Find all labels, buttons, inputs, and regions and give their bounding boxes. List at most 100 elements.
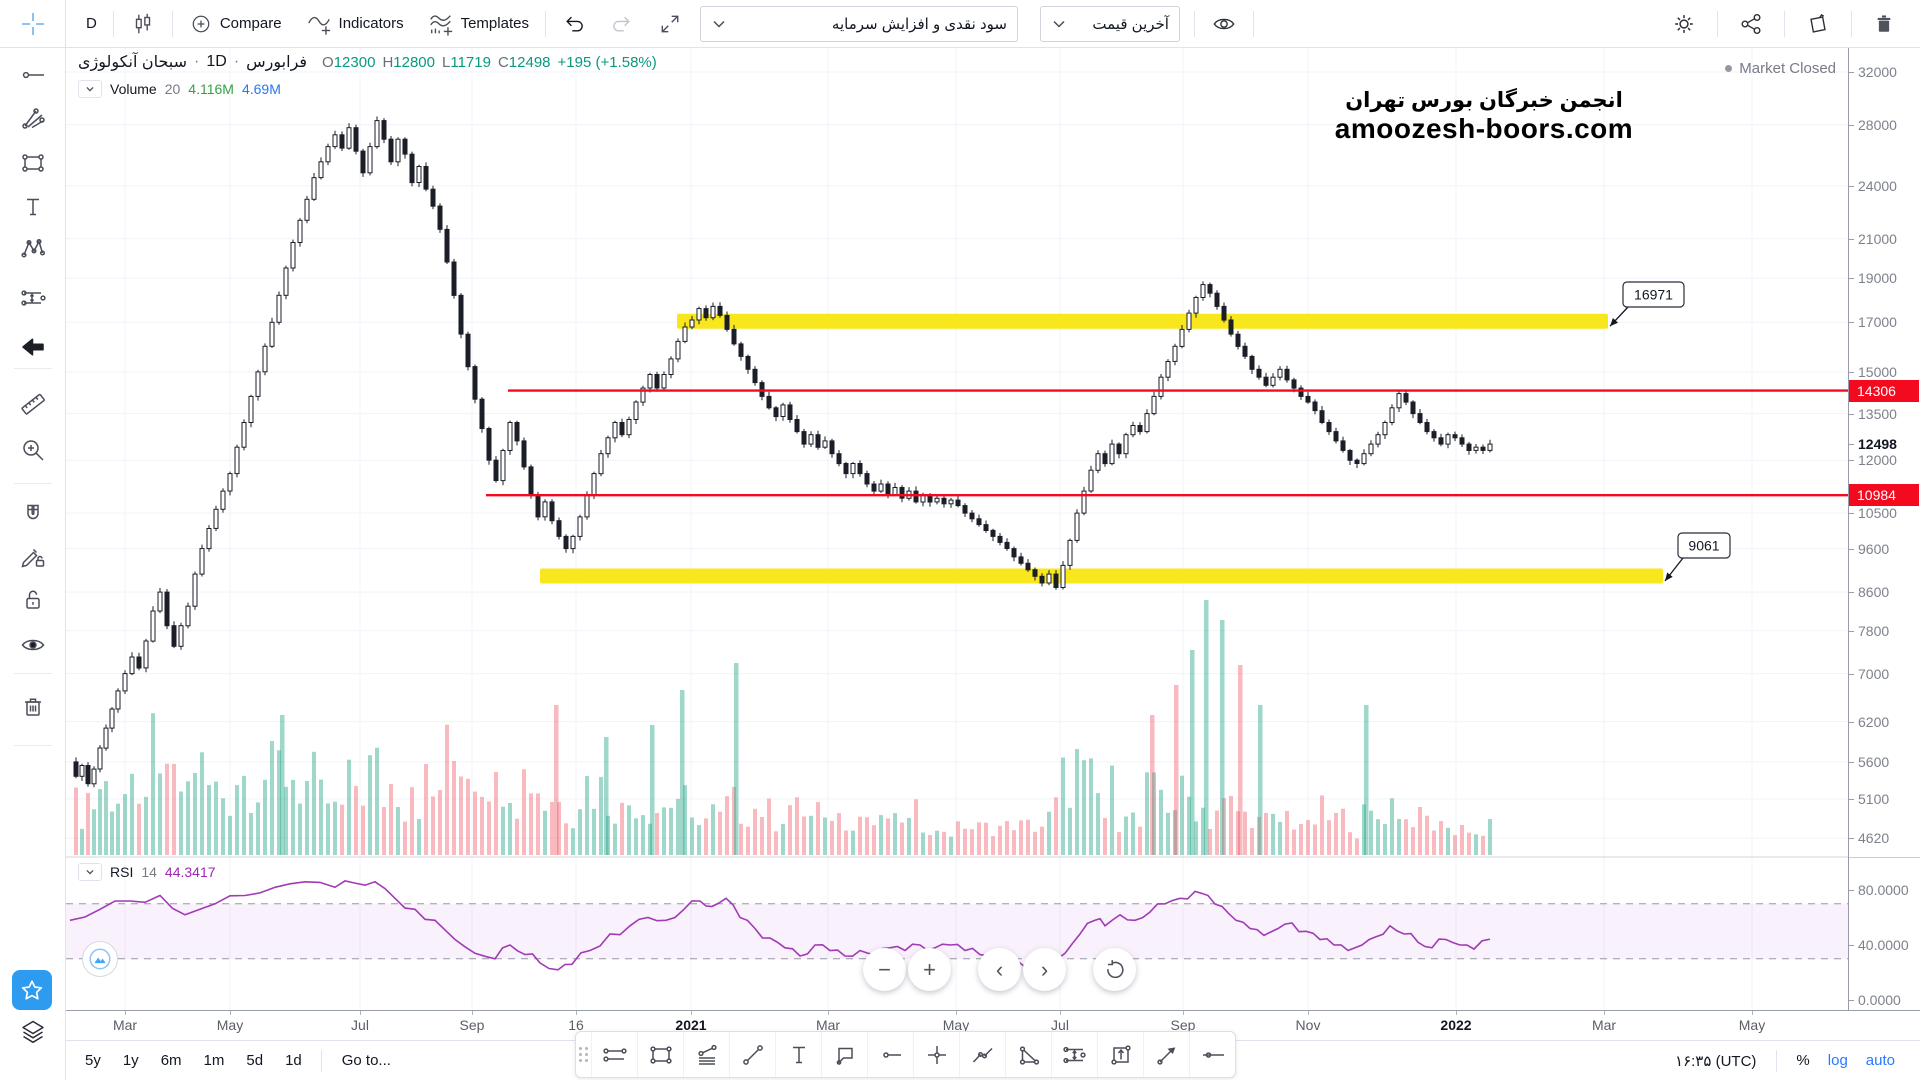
price-tick: 80.0000 [1849,882,1909,898]
crosshair-tool-button[interactable] [0,0,66,48]
magnet-tool-button[interactable] [19,501,47,529]
projection-tool-button[interactable] [19,284,47,312]
arrow-left-tool-button[interactable] [19,333,47,361]
range-1d-button[interactable]: 1d [285,1052,302,1069]
date-ranges: 5y 1y 6m 1m 5d 1d [66,1048,311,1073]
price-level-badge: 10984 [1849,484,1919,506]
text-tool-button[interactable] [19,193,47,221]
price-tick: 6200 [1849,714,1889,730]
indicators-button[interactable]: Indicators [294,6,416,42]
corporate-actions-dropdown[interactable]: سود نقدی و افزایش سرمایه [699,5,1018,42]
favorites-star-button[interactable] [12,970,52,1010]
zoom-in-tool-button[interactable] [19,436,47,464]
log-scale-button[interactable]: log [1827,1052,1848,1069]
reset-view-button[interactable] [1093,948,1136,991]
divider [171,10,173,37]
range-1m-button[interactable]: 1m [203,1052,225,1069]
text-tool-button[interactable] [775,1032,821,1077]
divider [1193,10,1195,37]
parallel-channel-button[interactable] [591,1032,637,1077]
ruler-tool-button[interactable] [19,389,47,417]
goto-button[interactable]: Go to... [341,1052,391,1069]
object-tree-button[interactable] [19,1018,47,1046]
price-range-button[interactable] [1051,1032,1097,1077]
percent-scale-button[interactable]: % [1796,1052,1810,1069]
delete-button[interactable] [1862,6,1906,42]
indicators-icon [306,11,332,37]
price-tick: 17000 [1849,314,1897,330]
rect-corners-button[interactable] [637,1032,683,1077]
trash-outline-icon [19,693,47,721]
trend-line-button[interactable] [729,1032,775,1077]
zoom-in-button[interactable]: + [908,948,951,991]
floating-drawing-toolbar[interactable] [575,1031,1236,1078]
toolbar-drag-handle[interactable] [576,1032,591,1077]
time-tick-mark [828,1011,829,1015]
price-and-rsi-chart[interactable]: 16971 9061 [66,48,1848,1010]
share-button[interactable] [1728,6,1774,42]
arrow-marker-button[interactable] [1143,1032,1189,1077]
fullscreen-button[interactable] [646,6,694,42]
symbol-legend[interactable]: سبحان آنکولوژی · 1D · فرابورس O12300 H12… [78,52,657,72]
disjoint-channel-button[interactable] [683,1032,729,1077]
callout-button[interactable] [821,1032,867,1077]
rsi-collapse-button[interactable] [78,863,102,881]
hide-drawings-button[interactable] [1199,6,1249,42]
price-axis[interactable]: 32000 28000 24000 21000 19000 17000 15000 13500… [1848,48,1920,1010]
range-6m-button[interactable]: 6m [160,1052,182,1069]
disjoint-channel-icon [693,1041,721,1069]
rsi-pane [66,880,1848,971]
edit-lock-tool-button[interactable] [19,543,47,571]
horizontal-ray-tool-button[interactable] [19,61,47,89]
callouts: 16971 9061 [1609,281,1731,582]
pitchfork-tool-button[interactable] [19,104,47,132]
chart-area[interactable]: 16971 9061 32000 28000 24000 21000 19000 17000… [66,48,1920,1040]
date-price-range-button[interactable] [1097,1032,1143,1077]
clock-timezone-button[interactable]: ۱۶:۳۵ (UTC) [1675,1052,1757,1070]
range-1y-button[interactable]: 1y [122,1052,139,1069]
publish-button[interactable] [1795,6,1841,42]
rsi-legend[interactable]: RSI 14 44.3417 [78,863,216,881]
edit-lock-icon [19,543,47,571]
trash-outline-tool-button[interactable] [19,693,47,721]
yellow-zones [540,313,1663,584]
rectangle-icon [19,149,47,177]
last-price-dropdown[interactable]: آخرین قیمت [1039,5,1180,42]
cross-line-button[interactable] [913,1032,959,1077]
range-5d-button[interactable]: 5d [246,1052,264,1069]
triangle-button[interactable] [1005,1032,1051,1077]
watermark-line2: amoozesh-boors.com [1334,113,1634,144]
eye-dot-tool-button[interactable] [19,631,47,659]
compare-button[interactable]: Compare [177,6,294,42]
time-tick-label: Nov [1295,1017,1321,1033]
text-tool-icon [785,1041,813,1069]
scroll-right-button[interactable]: › [1023,948,1066,991]
lock-tool-button[interactable] [19,586,47,614]
xabcd-pattern-tool-button[interactable] [19,234,47,262]
range-5y-button[interactable]: 5y [85,1052,101,1069]
rectangle-tool-button[interactable] [19,149,47,177]
volume-legend[interactable]: Volume 20 4.116M 4.69M [78,80,281,98]
price-tick: 28000 [1849,117,1897,133]
auto-scale-button[interactable]: auto [1865,1052,1895,1069]
redo-button[interactable] [598,6,646,42]
templates-button[interactable]: Templates [416,6,541,42]
time-tick-label: Mar [1591,1017,1617,1033]
parallel-rays-button[interactable] [959,1032,1005,1077]
time-tick-label: May [216,1017,244,1033]
volume-collapse-button[interactable] [78,80,102,98]
parallel-channel-icon [601,1041,629,1069]
settings-button[interactable] [1661,6,1707,42]
time-tick-label: Jul [1051,1017,1069,1033]
sidebar-separator [14,745,52,746]
timeframe-button[interactable]: D [74,6,109,42]
scroll-left-button[interactable]: ‹ [978,948,1021,991]
legend-separator: · [233,53,240,70]
expand-icon [658,12,682,36]
chart-style-button[interactable] [118,6,168,42]
horizontal-line-button[interactable] [1189,1032,1235,1077]
undo-button[interactable] [550,6,598,42]
zoom-out-button[interactable]: − [863,948,906,991]
horizontal-ray-small-button[interactable] [867,1032,913,1077]
ideas-photo-button[interactable] [82,941,118,977]
